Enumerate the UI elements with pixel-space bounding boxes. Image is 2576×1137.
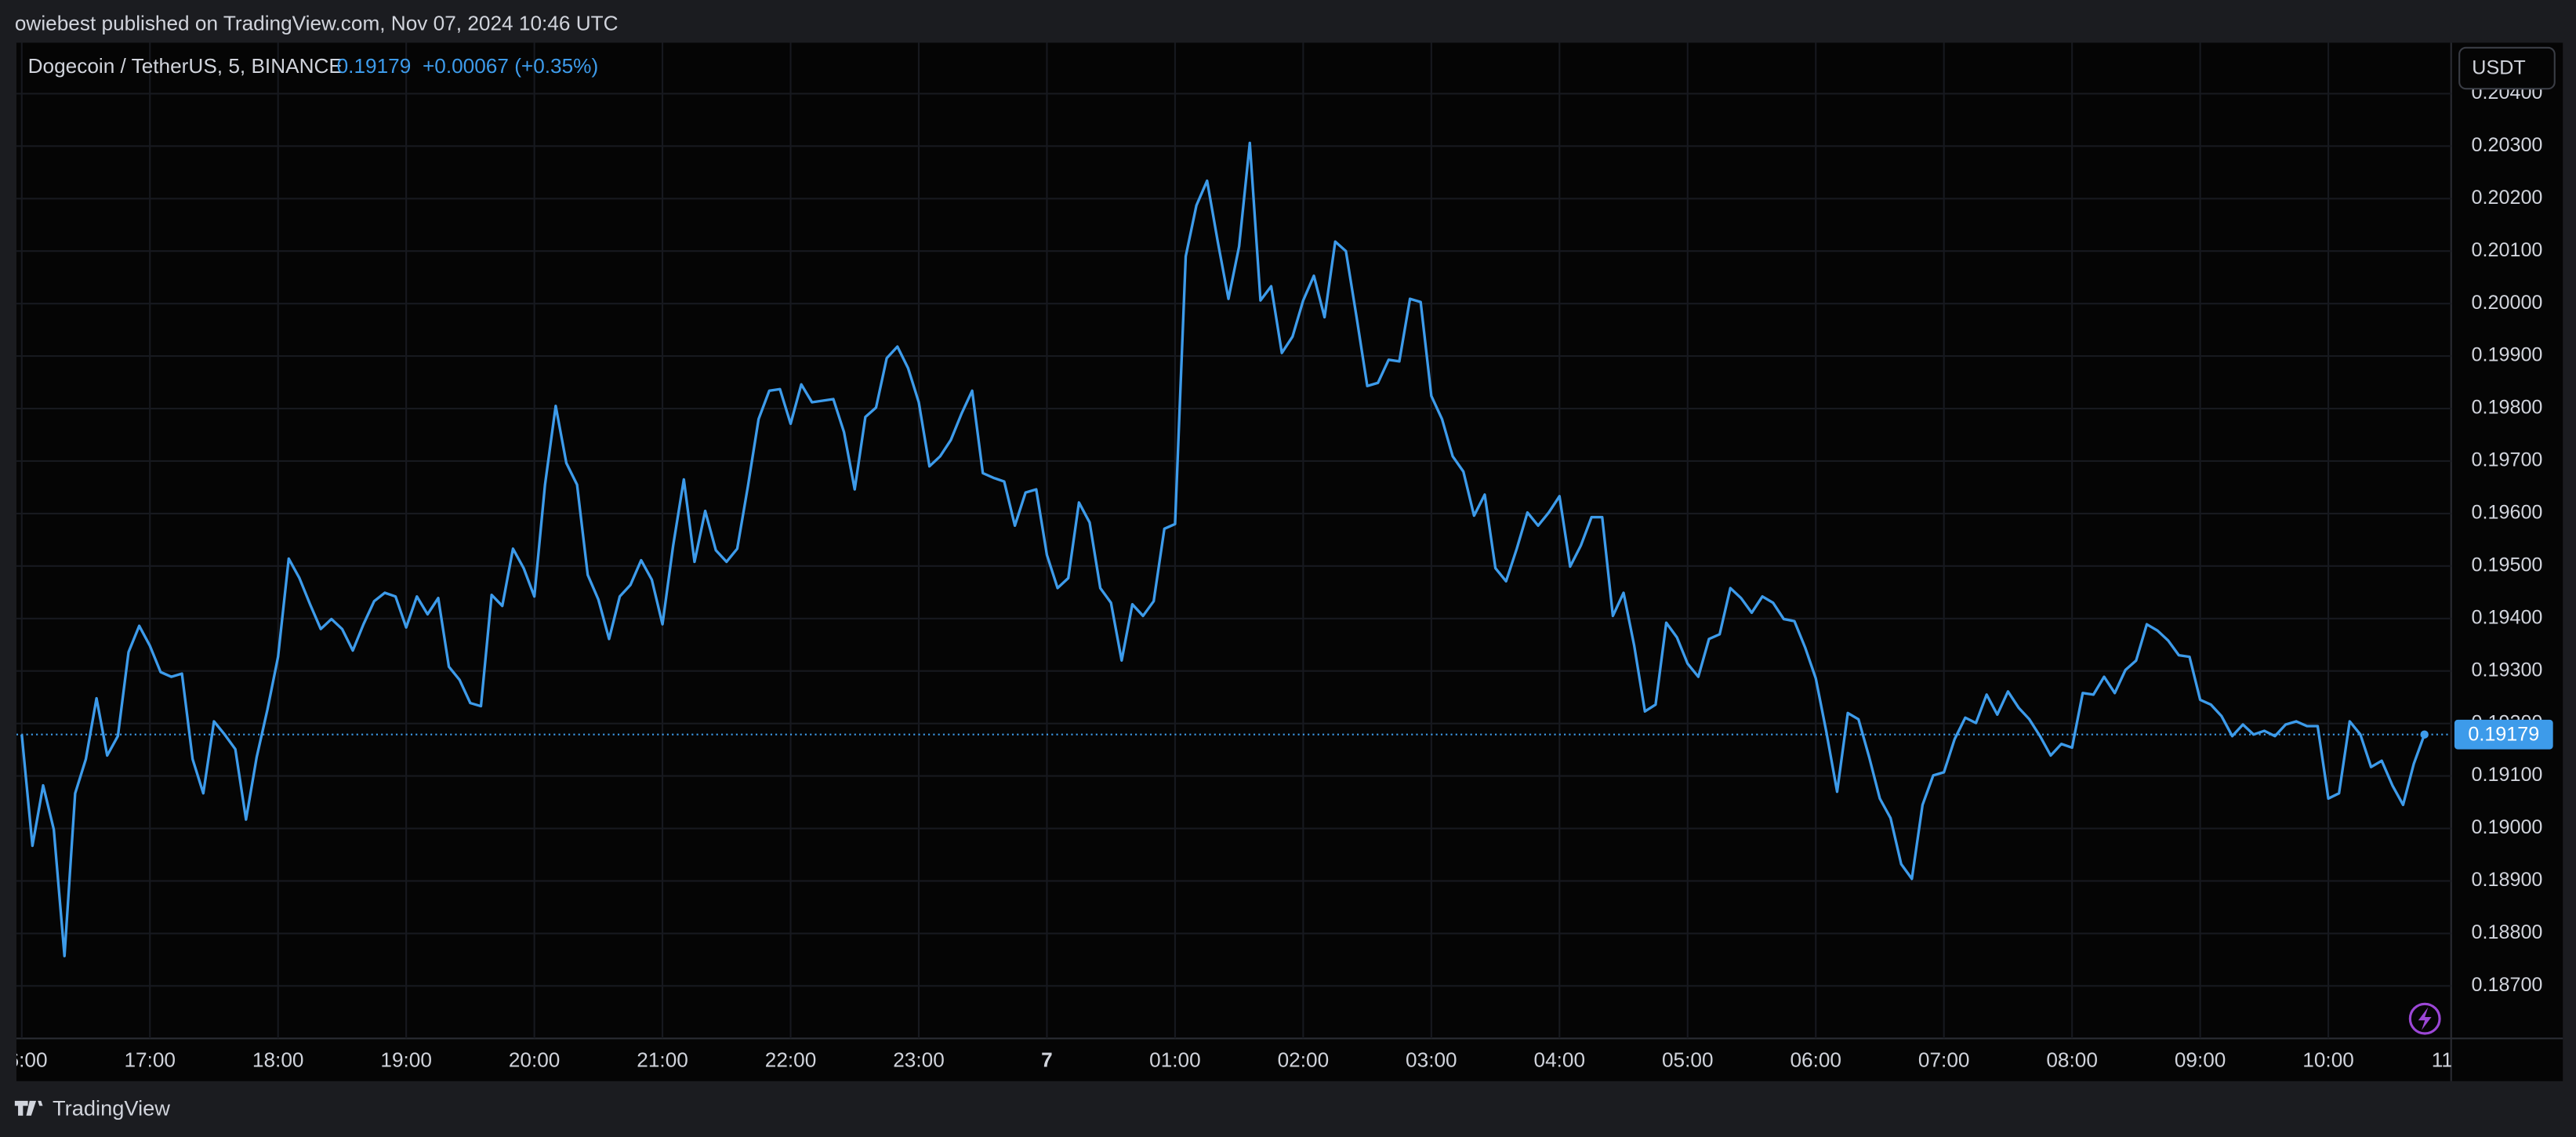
- y-tick-label: 0.18800: [2472, 921, 2543, 943]
- last-price-tag: [2454, 719, 2553, 750]
- y-tick-label: 0.19300: [2472, 659, 2543, 681]
- last-point: [2420, 730, 2429, 739]
- x-tick-label: 01:00: [1149, 1048, 1201, 1072]
- attribution: owiebest published on TradingView.com, N…: [15, 11, 619, 35]
- footer-brand: TradingView: [53, 1096, 170, 1121]
- y-tick-label: 0.18700: [2472, 974, 2543, 996]
- x-tick-label: 02:00: [1278, 1048, 1330, 1072]
- x-tick-label: 07:00: [1918, 1048, 1970, 1072]
- x-tick-label: 17:00: [124, 1048, 176, 1072]
- x-tick-label: 10:00: [2302, 1048, 2354, 1072]
- y-tick-label: 0.19100: [2472, 764, 2543, 786]
- x-tick-label: 18:00: [252, 1048, 304, 1072]
- x-tick-label: 20:00: [509, 1048, 561, 1072]
- y-tick-label: 0.19900: [2472, 344, 2543, 366]
- x-tick-label: 11:00: [2432, 1048, 2482, 1072]
- x-tick-label: 09:00: [2175, 1048, 2226, 1072]
- lightning-bolt: [2418, 1007, 2432, 1030]
- symbol: Dogecoin / TetherUS, 5, BINANCE: [28, 54, 343, 78]
- x-tick-label: 22:00: [765, 1048, 817, 1072]
- x-tick-label: 7: [1041, 1048, 1053, 1072]
- x-tick-label: 06:00: [1790, 1048, 1841, 1072]
- y-tick-label: 0.20100: [2472, 239, 2543, 261]
- tv-logo: [14, 1100, 43, 1116]
- y-tick-label: 0.20300: [2472, 134, 2543, 156]
- x-tick-label: 08:00: [2046, 1048, 2098, 1072]
- y-tick-label: 0.19000: [2472, 816, 2543, 838]
- y-tick-label: 0.20000: [2472, 292, 2543, 314]
- y-tick-label: 0.19700: [2472, 449, 2543, 471]
- x-tick-label: 21:00: [637, 1048, 688, 1072]
- header-price: 0.19179: [337, 54, 412, 78]
- currency[interactable]: USDT: [2472, 57, 2525, 79]
- x-tick-label: 05:00: [1662, 1048, 1714, 1072]
- x-tick-label: 03:00: [1406, 1048, 1457, 1072]
- header-change: +0.00067 (+0.35%): [423, 54, 598, 78]
- y-tick-label: 0.20200: [2472, 187, 2543, 209]
- x-tick-label: 04:00: [1534, 1048, 1586, 1072]
- x-tick-label: 19:00: [380, 1048, 432, 1072]
- y-tick-label: 0.18900: [2472, 869, 2543, 891]
- chart-panel: [16, 42, 2563, 1081]
- lightning-icon[interactable]: [2408, 1002, 2441, 1035]
- y-tick-label: 0.19800: [2472, 397, 2543, 419]
- x-tick-label: 23:00: [893, 1048, 945, 1072]
- y-tick-label: 0.19600: [2472, 502, 2543, 524]
- x-tick-label: 16:00: [0, 1048, 48, 1072]
- y-tick-label: 0.19500: [2472, 554, 2543, 576]
- price-line: [20, 141, 2426, 957]
- currency-button[interactable]: [2458, 46, 2556, 90]
- y-tick-label: 0.19400: [2472, 606, 2543, 628]
- last-price-label: 0.19179: [2468, 723, 2539, 745]
